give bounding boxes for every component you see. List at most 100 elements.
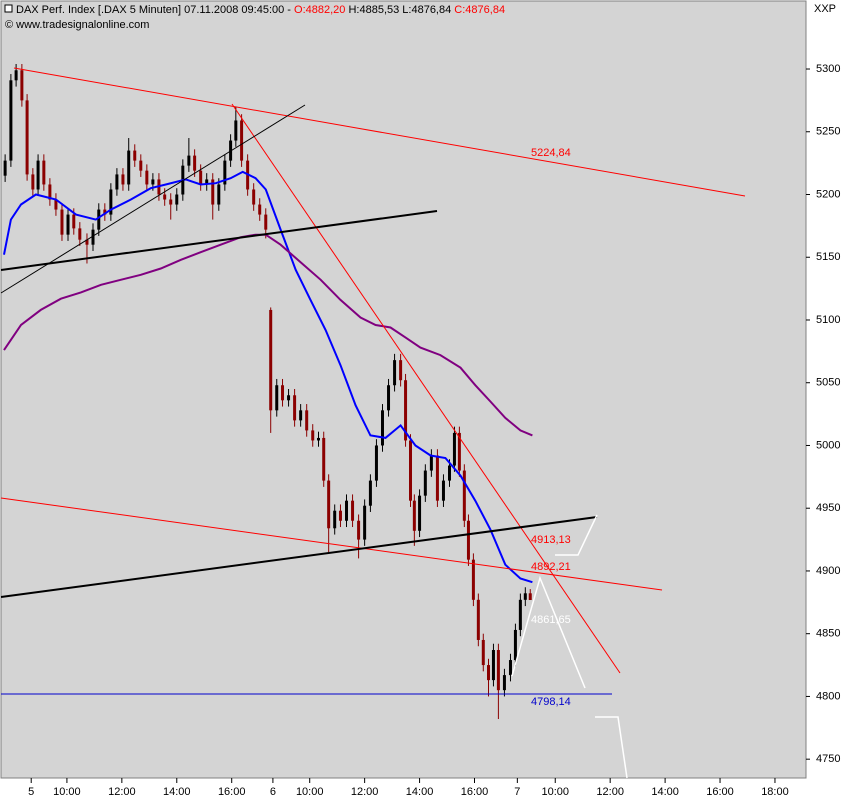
candle-body [169, 199, 173, 205]
drawings [0, 67, 746, 779]
candle-body [217, 184, 221, 205]
collapse-icon[interactable] [4, 4, 13, 13]
candle-body [399, 360, 403, 381]
plot-area [0, 0, 807, 779]
candle-body [357, 520, 361, 540]
candle-body [36, 160, 40, 190]
candle-body [91, 229, 95, 245]
candle-body [234, 120, 238, 141]
candle-body [513, 629, 517, 661]
candle-body [133, 150, 137, 161]
candle-body [103, 209, 107, 215]
candle-body [476, 599, 480, 640]
trend-line [0, 210, 438, 271]
annotation: 4798,14 [531, 696, 571, 708]
candle-body [412, 500, 416, 531]
candle-body [9, 80, 13, 161]
y-tick-label: 5150 [816, 251, 840, 263]
candle-body [275, 385, 279, 411]
x-tick-label: 14:00 [163, 786, 191, 798]
annotation: 4861,65 [531, 614, 571, 626]
candle-body [418, 495, 422, 531]
candle-body [518, 599, 522, 630]
y-tick-label: 4900 [816, 565, 840, 577]
y-tick-label: 4950 [816, 502, 840, 514]
candle-body [327, 480, 331, 529]
x-tick-label: 10:00 [296, 786, 324, 798]
candle-body [199, 170, 203, 185]
candle-body [264, 214, 268, 230]
annotation: 4913,13 [531, 534, 571, 546]
candle-body [60, 209, 64, 235]
candle-body [175, 194, 179, 205]
candle-body [66, 214, 70, 235]
x-tick-label: 16:00 [461, 786, 489, 798]
candle-body [258, 204, 262, 215]
y-tick-label: 5300 [816, 63, 840, 75]
candle-body [435, 455, 439, 501]
x-tick-label: 14:00 [406, 786, 434, 798]
candle-body [299, 410, 303, 421]
candle-body [3, 160, 7, 176]
candle-body [151, 179, 155, 185]
y-tick-label: 5200 [816, 188, 840, 200]
projection-line [595, 716, 628, 779]
candle-body [281, 385, 285, 401]
candle-body [387, 385, 391, 411]
x-tick-label: 5 [28, 786, 34, 798]
trend-line [231, 103, 621, 674]
candle-body [54, 199, 58, 210]
x-tick-label: 12:00 [596, 786, 624, 798]
candle-body [127, 150, 131, 185]
candle-body [223, 160, 227, 185]
header-open: O:4882,20 [294, 4, 345, 16]
y-tick-label: 5100 [816, 314, 840, 326]
candle-body [311, 430, 315, 441]
candle-body [78, 228, 82, 240]
candle-body [466, 520, 470, 560]
y-tick-label: 5050 [816, 377, 840, 389]
y-tick-label: 4850 [816, 628, 840, 640]
trend-line [13, 67, 746, 197]
x-tick-label: 7 [514, 786, 520, 798]
source: © www.tradesignalonline.com [5, 19, 149, 31]
candle-body [368, 480, 372, 506]
moving-average [3, 170, 533, 584]
x-tick-label: 10:00 [53, 786, 81, 798]
annotation: 5224,84 [531, 147, 571, 159]
candle-body [72, 214, 76, 229]
candle-body [429, 455, 433, 471]
candle-body [452, 432, 456, 466]
trend-line [0, 104, 306, 294]
candle-body [48, 184, 52, 200]
candle-body [448, 465, 452, 481]
axis-label: XXP [814, 3, 836, 15]
candle-body [20, 70, 24, 101]
moving-average [3, 233, 533, 437]
candle-body [441, 480, 445, 501]
trend-line [0, 516, 598, 598]
header-title: DAX Perf. Index [.DAX 5 Minuten] 07.11.2… [16, 4, 291, 16]
x-tick-label: 6 [270, 786, 276, 798]
y-tick-label: 4750 [816, 753, 840, 765]
x-tick-label: 12:00 [351, 786, 379, 798]
candle-body [269, 309, 273, 411]
plot-layer [3, 63, 533, 720]
candle-body [322, 437, 326, 481]
candle-body [97, 209, 101, 230]
candle-body [211, 179, 215, 205]
y-tick-label: 5250 [816, 126, 840, 138]
candle-body [363, 505, 367, 540]
candle-body [338, 510, 342, 521]
candle-body [423, 470, 427, 496]
candle-body [316, 437, 320, 441]
candle-body [109, 189, 113, 215]
candle-body [481, 639, 485, 666]
x-tick-label: 12:00 [108, 786, 136, 798]
candle-body [471, 559, 475, 600]
candle-body [487, 665, 491, 681]
candle-body [145, 170, 149, 185]
candle-body [491, 650, 495, 681]
candle-body [305, 410, 309, 431]
